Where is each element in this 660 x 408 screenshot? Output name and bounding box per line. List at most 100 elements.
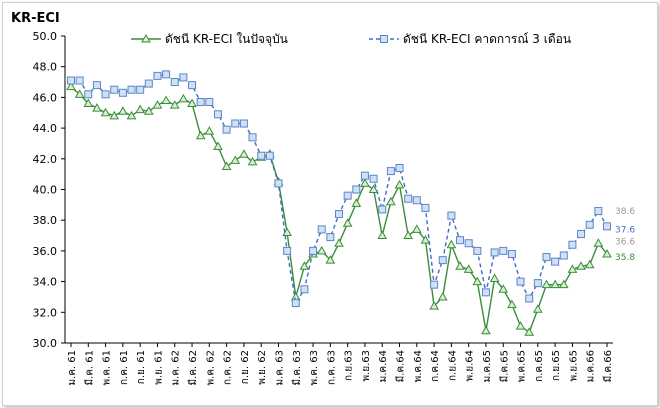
data-point-square	[473, 246, 482, 255]
data-point-square	[84, 90, 93, 99]
data-point-triangle	[247, 156, 258, 166]
x-tick-label: มี.ค.64	[395, 350, 407, 382]
x-tick-label: ม.ค.66	[586, 350, 597, 382]
y-tick-label: 34.0	[33, 276, 58, 289]
y-tick-label: 46.0	[33, 91, 58, 104]
x-tick-label: พ.ค.64	[413, 350, 424, 382]
data-point-square	[335, 210, 343, 219]
y-tick-label: 50.0	[33, 30, 58, 43]
y-axis-title: KR-ECI	[11, 11, 60, 26]
y-tick-label: 32.0	[33, 306, 58, 319]
line-chart: 30.0 32.0 34.0 36.0 38.0 40.0 42.0 44.0 46.0 48.0…	[33, 30, 636, 386]
data-point-triangle	[66, 81, 76, 91]
data-point-square	[404, 194, 413, 203]
end-label-current-last: 35.8	[615, 253, 635, 263]
x-tick-label: พ.ค. 61	[102, 350, 113, 386]
data-point-square	[265, 151, 274, 160]
x-tick-label: ก.ย.65	[551, 350, 562, 381]
data-point-square	[239, 119, 248, 128]
data-point-square	[568, 240, 577, 249]
data-point-square	[127, 85, 136, 94]
data-point-triangle	[83, 98, 94, 108]
x-tick-label: ก.ค. 63	[326, 350, 337, 385]
data-point-triangle	[187, 98, 197, 108]
data-point-square	[499, 246, 508, 255]
data-point-triangle	[230, 155, 241, 164]
data-point-square	[603, 222, 611, 231]
data-point-square	[594, 206, 603, 215]
data-point-triangle	[152, 100, 163, 109]
data-point-triangle	[567, 264, 578, 273]
data-point-triangle	[429, 301, 439, 310]
data-point-square	[352, 185, 361, 194]
x-tick-label: พ.ย. 61	[153, 350, 164, 385]
data-point-triangle	[524, 327, 535, 336]
data-point-triangle	[481, 325, 491, 335]
x-tick-label: มี.ค.65	[498, 350, 510, 382]
x-tick-label: ก.ย.64	[447, 350, 458, 381]
y-tick-label: 30.0	[33, 337, 58, 350]
data-point-square	[464, 239, 473, 248]
data-point-triangle	[437, 291, 448, 301]
x-tick-label: ก.ย. 61	[136, 350, 147, 384]
data-point-triangle	[213, 141, 223, 151]
y-tick-label: 40.0	[33, 184, 58, 197]
data-point-square	[421, 203, 430, 212]
x-tick-label: ม.ค.65	[482, 350, 493, 382]
data-point-square	[67, 76, 75, 85]
data-point-square	[481, 288, 490, 297]
data-point-square	[386, 167, 395, 176]
data-point-triangle	[507, 299, 517, 309]
x-tick-label: มี.ค. 62	[187, 350, 199, 386]
data-point-triangle	[472, 276, 483, 286]
data-point-square	[412, 196, 421, 205]
data-point-square	[395, 164, 404, 173]
data-point-triangle	[178, 93, 189, 103]
data-point-triangle	[394, 179, 405, 189]
data-point-square	[542, 253, 551, 262]
data-point-square	[317, 225, 326, 234]
data-point-triangle	[558, 279, 569, 289]
data-point-square	[283, 246, 292, 255]
data-point-square	[300, 285, 309, 294]
y-tick-label: 36.0	[33, 245, 58, 258]
data-point-square	[170, 78, 179, 87]
x-tick-label: พ.ย.63	[361, 350, 372, 382]
data-point-triangle	[386, 196, 396, 206]
data-point-triangle	[100, 107, 111, 117]
data-point-square	[75, 76, 84, 85]
data-point-square	[153, 71, 162, 80]
data-point-square	[248, 133, 257, 142]
x-tick-label: ก.ค. 62	[223, 350, 234, 385]
data-point-square	[205, 98, 214, 107]
data-point-triangle	[377, 230, 388, 240]
legend-label-forecast: ดัชนี KR-ECI คาดการณ์ 3 เดือน	[403, 32, 571, 46]
data-point-square	[118, 88, 127, 97]
end-label-current-prev: 36.6	[615, 238, 635, 248]
data-point-square	[136, 85, 145, 94]
legend-marker-current	[141, 33, 151, 43]
x-tick-label: พ.ค. 63	[309, 350, 320, 386]
data-point-triangle	[403, 230, 414, 240]
data-point-triangle	[299, 261, 310, 270]
data-point-triangle	[351, 198, 362, 207]
data-point-square	[559, 251, 568, 260]
data-point-square	[438, 256, 447, 265]
x-tick-label: พ.ย. 62	[257, 350, 268, 385]
x-tick-label: พ.ค. 62	[205, 350, 216, 386]
data-point-triangle	[239, 149, 249, 158]
data-point-triangle	[74, 89, 85, 98]
x-tick-label: ก.ย.63	[344, 350, 355, 381]
data-point-square	[360, 171, 369, 180]
data-point-triangle	[411, 224, 422, 233]
data-point-square	[231, 119, 240, 128]
data-point-triangle	[135, 104, 146, 114]
x-tick-label: มี.ค.66	[602, 350, 614, 382]
data-point-square	[144, 79, 153, 88]
data-point-square	[179, 73, 188, 82]
x-tick-label: พ.ค.65	[517, 350, 528, 382]
data-point-square	[551, 257, 560, 266]
data-point-square	[196, 98, 205, 107]
data-point-triangle	[368, 184, 379, 193]
